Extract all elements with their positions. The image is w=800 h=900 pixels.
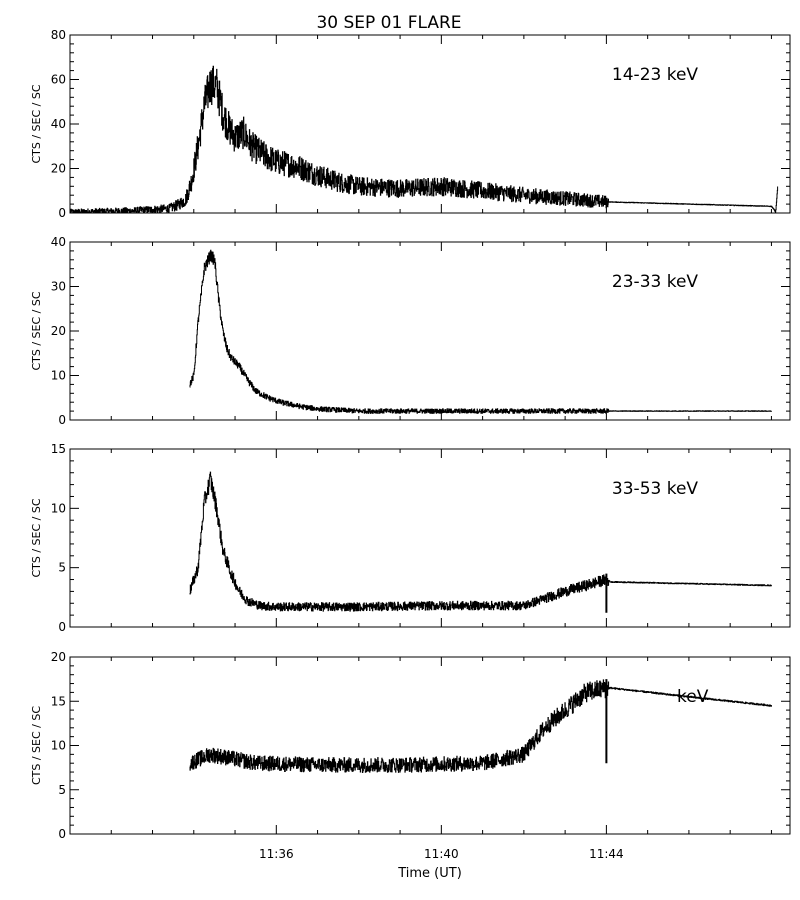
y-tick-label: 15: [51, 694, 66, 708]
panel-3: 0 5 10 15 CTS / SEC / SC 33-53 keV: [30, 442, 791, 634]
panel-frame: [69, 34, 791, 214]
y-tick-label: 60: [51, 73, 66, 87]
y-axis-label: CTS / SEC / SC: [30, 706, 43, 785]
series-line: [189, 679, 772, 773]
y-tick-label: 0: [58, 413, 66, 427]
panel-2: 0 10 20 30 40 CTS / SEC / SC 23-33 keV: [30, 235, 791, 427]
panel-frame: [69, 241, 791, 421]
x-tick-label: 11:44: [589, 847, 624, 861]
chart-title: 30 SEP 01 FLARE: [316, 13, 461, 33]
series-line: [69, 65, 779, 214]
y-tick-label: 40: [51, 235, 66, 249]
y-tick-label: 30: [51, 280, 66, 294]
energy-band-label: 14-23 keV: [612, 65, 698, 85]
y-tick-label: 10: [51, 739, 66, 753]
y-tick-label: 10: [51, 369, 66, 383]
panel-1: 0 20 40 60 80 CTS / SEC / SC 14-23 keV: [30, 28, 791, 220]
energy-band-label: 23-33 keV: [612, 272, 698, 292]
y-tick-label: 20: [51, 162, 66, 176]
x-tick-label: 11:36: [259, 847, 294, 861]
y-tick-label: 5: [58, 783, 66, 797]
y-tick-label: 80: [51, 28, 66, 42]
y-tick-label: 10: [51, 501, 66, 515]
y-axis-label: CTS / SEC / SC: [30, 84, 43, 163]
y-tick-label: 0: [58, 206, 66, 220]
y-tick-label: 20: [51, 650, 66, 664]
y-tick-label: 0: [58, 827, 66, 841]
y-tick-label: 20: [51, 324, 66, 338]
panel-frame: [69, 656, 791, 835]
panel-frame: [69, 448, 791, 628]
energy-band-label: 33-53 keV: [612, 479, 698, 499]
series-line: [189, 471, 772, 612]
y-tick-label: 15: [51, 442, 66, 456]
y-axis-label: CTS / SEC / SC: [30, 291, 43, 370]
y-tick-label: 0: [58, 620, 66, 634]
y-tick-label: 40: [51, 117, 66, 131]
y-tick-label: 5: [58, 561, 66, 575]
x-tick-label: 11:40: [424, 847, 459, 861]
series-line: [189, 249, 772, 414]
x-axis-label: Time (UT): [397, 866, 462, 881]
y-axis-label: CTS / SEC / SC: [30, 498, 43, 577]
panels: 0 20 40 60 80 CTS / SEC / SC 14-23 keV 0 10 20 30 4…: [30, 28, 791, 861]
